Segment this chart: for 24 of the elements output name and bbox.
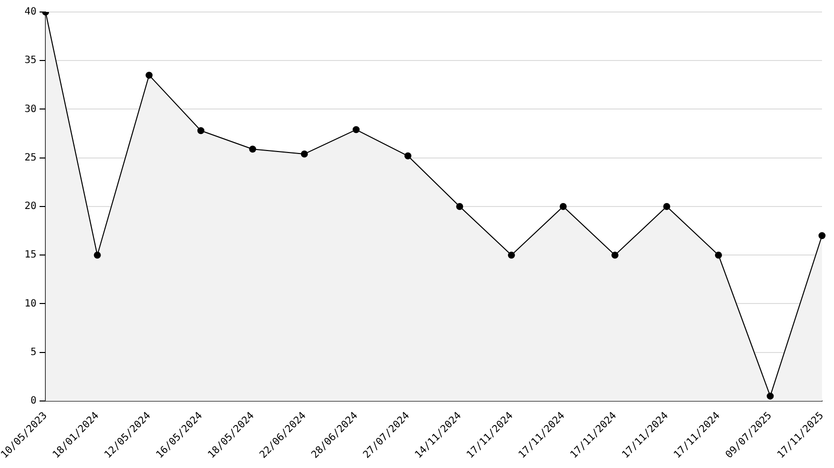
y-tick-label: 25 xyxy=(24,152,37,164)
y-tick-label: 20 xyxy=(24,201,37,212)
y-tick-label: 40 xyxy=(24,6,37,18)
point xyxy=(560,202,567,210)
y-tick-label: 35 xyxy=(24,55,37,66)
point xyxy=(663,202,670,210)
y-tick-label: 5 xyxy=(30,346,37,358)
point xyxy=(456,202,464,210)
y-tick-label: 0 xyxy=(30,396,37,407)
point xyxy=(94,252,101,259)
y-tick-label: 30 xyxy=(24,104,37,115)
point xyxy=(508,252,515,259)
point xyxy=(146,72,153,79)
point xyxy=(249,146,256,153)
point xyxy=(714,252,722,259)
point xyxy=(404,152,412,160)
point xyxy=(766,392,774,400)
point xyxy=(197,127,204,134)
point xyxy=(352,126,360,134)
point xyxy=(818,232,826,240)
point xyxy=(300,150,308,158)
y-tick-label: 15 xyxy=(24,250,37,261)
point xyxy=(611,252,618,259)
y-tick-label: 10 xyxy=(24,298,37,310)
